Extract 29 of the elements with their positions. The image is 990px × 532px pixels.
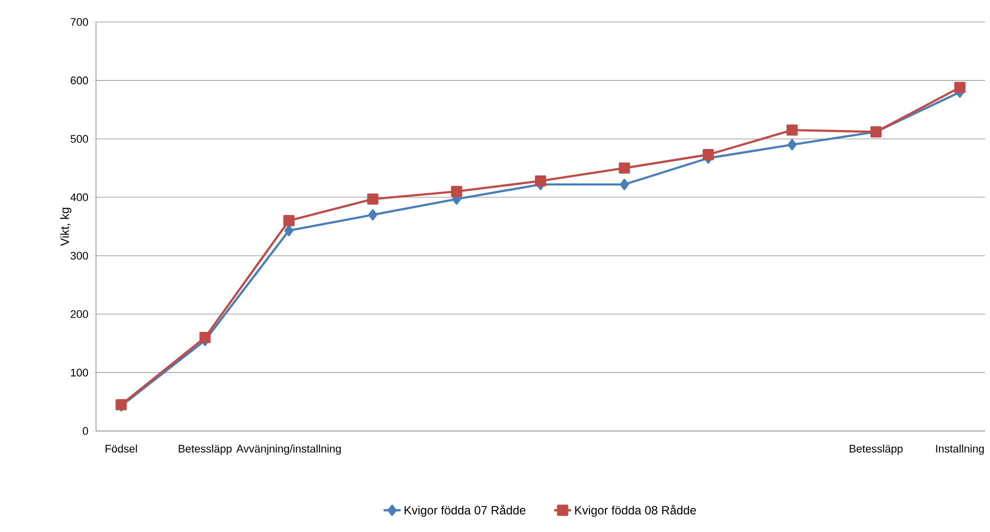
point [284, 224, 294, 236]
legend-label: Kvigor födda 08 Rådde [575, 504, 696, 517]
point [199, 332, 211, 344]
y-tick-label: 0 [82, 427, 88, 435]
point [786, 124, 798, 136]
point [620, 178, 629, 190]
y-axis-title: Vikt, kg [60, 208, 72, 246]
point [788, 139, 797, 150]
y-tick-label: 600 [70, 76, 88, 84]
x-tick-label: Födsel [106, 444, 137, 453]
x-tick-label: Betessläpp [178, 444, 232, 455]
point [367, 193, 378, 205]
x-tick-label: Betessläpp [850, 444, 903, 455]
y-tick-label: 100 [71, 368, 88, 376]
x-tick-label: Avvänjning/installning [236, 444, 341, 455]
y-tick-label: 500 [70, 134, 88, 143]
y-tick-label: 400 [70, 193, 88, 202]
point [954, 82, 966, 94]
y-tick-label: 200 [70, 310, 88, 318]
point [368, 209, 378, 220]
y-tick-label: 300 [70, 252, 88, 260]
point [702, 149, 714, 160]
legend-label: Kvigor födda 07 Rådde [404, 504, 526, 517]
y-tick-label: 700 [70, 18, 88, 26]
x-tick-label: Installning [936, 444, 984, 455]
point [283, 215, 294, 226]
point [534, 175, 546, 187]
point [451, 186, 462, 198]
point [618, 162, 630, 174]
